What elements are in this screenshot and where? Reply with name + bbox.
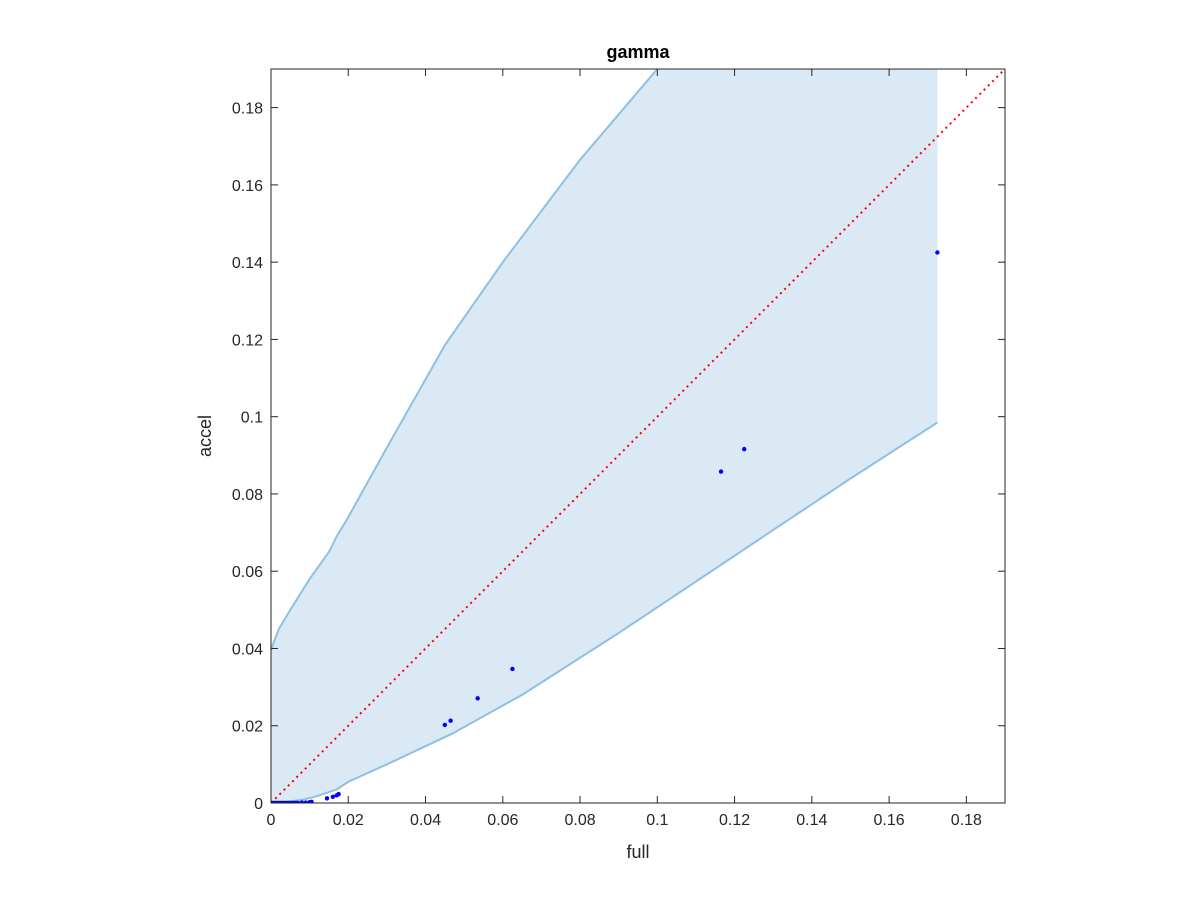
data-point (324, 796, 330, 801)
axes-box (270, 68, 1006, 804)
y-tick-label: 0.14 (232, 255, 263, 272)
reference-line-group (271, 69, 1005, 803)
y-tick-label: 0.1 (241, 410, 263, 427)
data-point (475, 696, 480, 701)
y-tick-label: 0.18 (232, 101, 263, 118)
chart-title: gamma (606, 42, 670, 62)
x-tick-label: 0.04 (410, 812, 441, 829)
data-point (309, 799, 314, 803)
scatter-points (271, 250, 940, 803)
y-axis-ticks: 0 0.02 0.04 0.06 0.08 0.1 0.12 0.14 0.16 0.18 (232, 101, 1005, 813)
data-point (935, 250, 940, 255)
band-lower-edge (271, 421, 938, 803)
x-tick-label: 0.18 (951, 812, 982, 829)
data-point (718, 469, 724, 474)
data-point (303, 800, 308, 803)
x-axis-ticks: 0 0.02 0.04 0.06 0.08 0.1 0.12 0.14 0.16 0.18 (267, 69, 982, 829)
y-tick-label: 0.16 (232, 178, 263, 195)
data-point (330, 794, 336, 800)
data-point (442, 722, 448, 728)
data-point (742, 446, 747, 452)
reference-line (271, 69, 1005, 803)
data-point (448, 718, 453, 723)
x-axis-label: full (626, 842, 649, 862)
x-tick-label: 0.12 (719, 812, 750, 829)
data-point (510, 666, 515, 672)
y-tick-label: 0 (254, 796, 263, 813)
x-tick-label: 0.06 (487, 812, 518, 829)
x-tick-label: 0.08 (564, 812, 595, 829)
band-upper-edge (271, 69, 659, 651)
data-point (295, 800, 301, 803)
x-tick-label: 0.16 (874, 812, 905, 829)
y-tick-label: 0.12 (232, 332, 263, 349)
band-fill (271, 69, 938, 803)
confidence-band (271, 69, 938, 803)
y-axis-label: accel (195, 415, 215, 457)
x-tick-label: 0.1 (646, 812, 668, 829)
data-point (299, 800, 305, 803)
x-tick-label: 0 (267, 812, 276, 829)
y-tick-label: 0.06 (232, 564, 263, 581)
x-tick-label: 0.14 (796, 812, 827, 829)
x-tick-label: 0.02 (333, 812, 364, 829)
y-tick-label: 0.02 (232, 719, 263, 736)
y-tick-label: 0.08 (232, 487, 263, 504)
data-point (336, 791, 341, 797)
y-tick-label: 0.04 (232, 641, 263, 658)
